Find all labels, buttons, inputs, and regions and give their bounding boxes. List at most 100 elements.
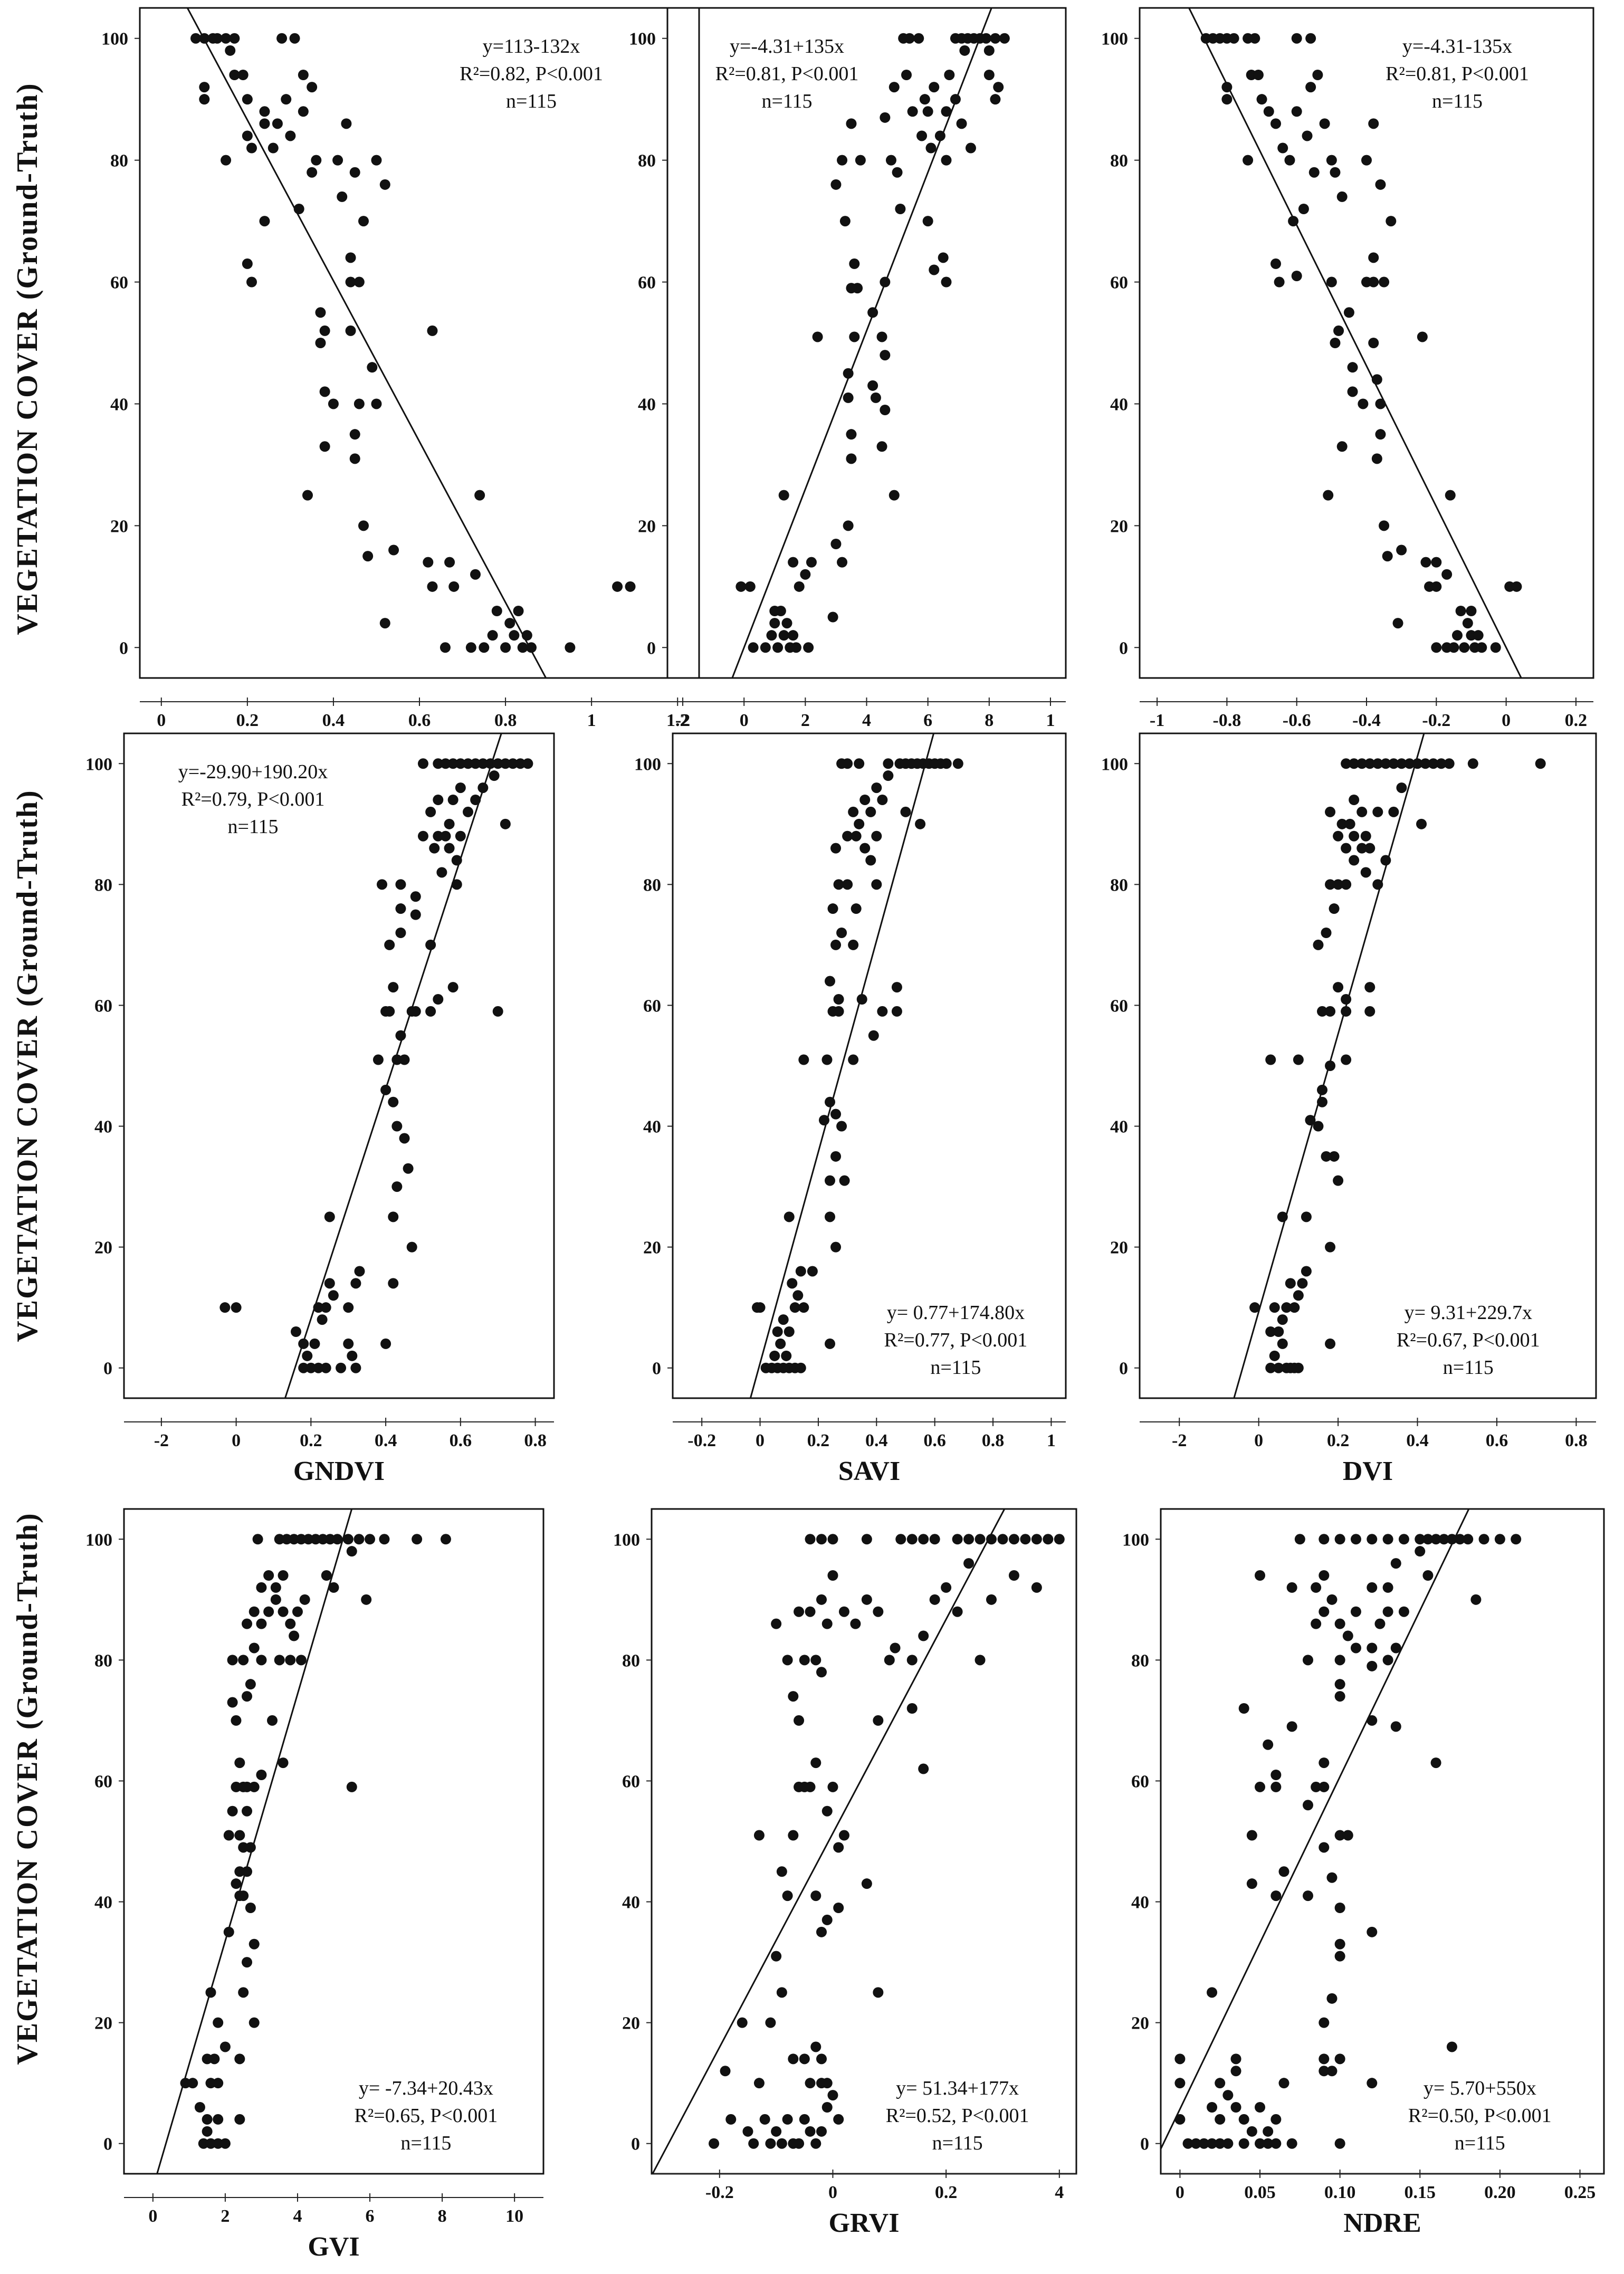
data-point: [1382, 1534, 1393, 1545]
data-point: [1305, 82, 1316, 93]
data-point: [274, 1655, 285, 1666]
data-point: [769, 1350, 780, 1361]
data-point: [289, 1534, 300, 1545]
data-point: [1311, 1781, 1322, 1792]
data-point: [1182, 2138, 1193, 2149]
data-point: [1174, 2114, 1186, 2125]
data-point: [1333, 830, 1344, 842]
data-point: [234, 1830, 245, 1841]
data-point: [477, 758, 489, 769]
data-point: [1311, 1618, 1322, 1629]
data-point: [350, 1362, 361, 1373]
regression-annotation-line: R²=0.77, P<0.001: [884, 1329, 1028, 1351]
data-point: [1341, 1054, 1352, 1065]
data-point: [1215, 2138, 1226, 2149]
y-tick-label: 0: [631, 2135, 640, 2154]
x-tick-label: -0.2: [1422, 711, 1450, 730]
x-axis-title: GRVI: [829, 2208, 900, 2238]
data-point: [1415, 1534, 1426, 1545]
data-point: [205, 2138, 216, 2149]
data-point: [379, 179, 390, 190]
data-point: [1255, 2138, 1266, 2149]
data-point: [833, 1006, 844, 1017]
data-point: [1388, 806, 1399, 817]
data-point: [399, 1054, 410, 1065]
data-point: [341, 118, 352, 129]
data-point: [1336, 441, 1348, 452]
data-point: [787, 1278, 798, 1289]
regression-annotation-line: n=115: [1455, 2132, 1505, 2154]
data-point: [1379, 276, 1390, 288]
data-point: [213, 2114, 224, 2125]
data-point: [1215, 2078, 1226, 2089]
data-point: [1286, 1721, 1297, 1732]
data-point: [500, 642, 511, 653]
data-point: [320, 1362, 331, 1373]
data-point: [321, 1570, 332, 1581]
data-point: [1364, 843, 1375, 854]
data-point: [1368, 118, 1379, 129]
y-tick-label: 20: [638, 517, 656, 536]
data-point: [856, 994, 867, 1005]
data-point: [854, 818, 865, 829]
data-point: [1330, 338, 1341, 348]
y-tick-label: 80: [638, 151, 656, 171]
data-point: [925, 142, 937, 154]
x-tick-label: 0.8: [524, 1431, 547, 1450]
data-point: [470, 795, 481, 805]
y-tick-label: 80: [1110, 151, 1128, 171]
data-point: [337, 191, 348, 202]
data-point: [470, 569, 481, 580]
data-point: [259, 106, 270, 117]
data-point: [950, 94, 961, 105]
data-point: [1349, 830, 1360, 842]
x-tick-label: 0.2: [236, 711, 259, 730]
data-point: [1375, 398, 1386, 409]
data-point: [423, 557, 434, 568]
data-point: [278, 1606, 289, 1617]
data-point: [778, 490, 789, 501]
data-point: [227, 1655, 238, 1666]
x-tick-label: 0: [740, 711, 749, 730]
data-point: [849, 331, 860, 342]
data-point: [252, 1534, 263, 1545]
data-point: [1215, 2114, 1226, 2125]
data-point: [1466, 606, 1477, 616]
data-point: [1221, 82, 1233, 93]
data-point: [742, 2126, 753, 2137]
x-tick-label: 0: [1254, 1431, 1263, 1450]
y-tick-label: 80: [94, 1651, 112, 1670]
data-point: [367, 362, 378, 373]
data-point: [246, 142, 257, 154]
data-point: [245, 1842, 256, 1853]
data-point: [1459, 642, 1470, 653]
data-point: [190, 33, 201, 44]
data-point: [1404, 758, 1415, 769]
data-point: [1319, 1781, 1330, 1792]
data-point: [384, 1006, 395, 1017]
data-point: [444, 557, 455, 568]
data-point: [843, 368, 854, 379]
data-point: [929, 1534, 940, 1545]
data-point: [965, 142, 976, 154]
regression-annotation-line: R²=0.50, P<0.001: [1408, 2105, 1552, 2127]
data-point: [1238, 1703, 1249, 1714]
data-point: [771, 2126, 782, 2137]
x-tick-label: 6: [366, 2206, 375, 2226]
plot-area: [1233, 733, 1546, 1398]
data-point: [1238, 2114, 1249, 2125]
data-point: [1207, 1987, 1218, 1998]
y-tick-label: 20: [1110, 517, 1128, 536]
x-tick-label: 0.2: [935, 2183, 958, 2202]
data-point: [1230, 2053, 1241, 2065]
data-point: [1467, 758, 1478, 769]
data-point: [347, 1350, 358, 1361]
data-point: [1396, 758, 1407, 769]
data-point: [307, 167, 318, 178]
data-point: [981, 33, 991, 44]
data-point: [1347, 362, 1358, 373]
data-point: [1174, 2078, 1186, 2089]
data-point: [285, 1618, 296, 1629]
